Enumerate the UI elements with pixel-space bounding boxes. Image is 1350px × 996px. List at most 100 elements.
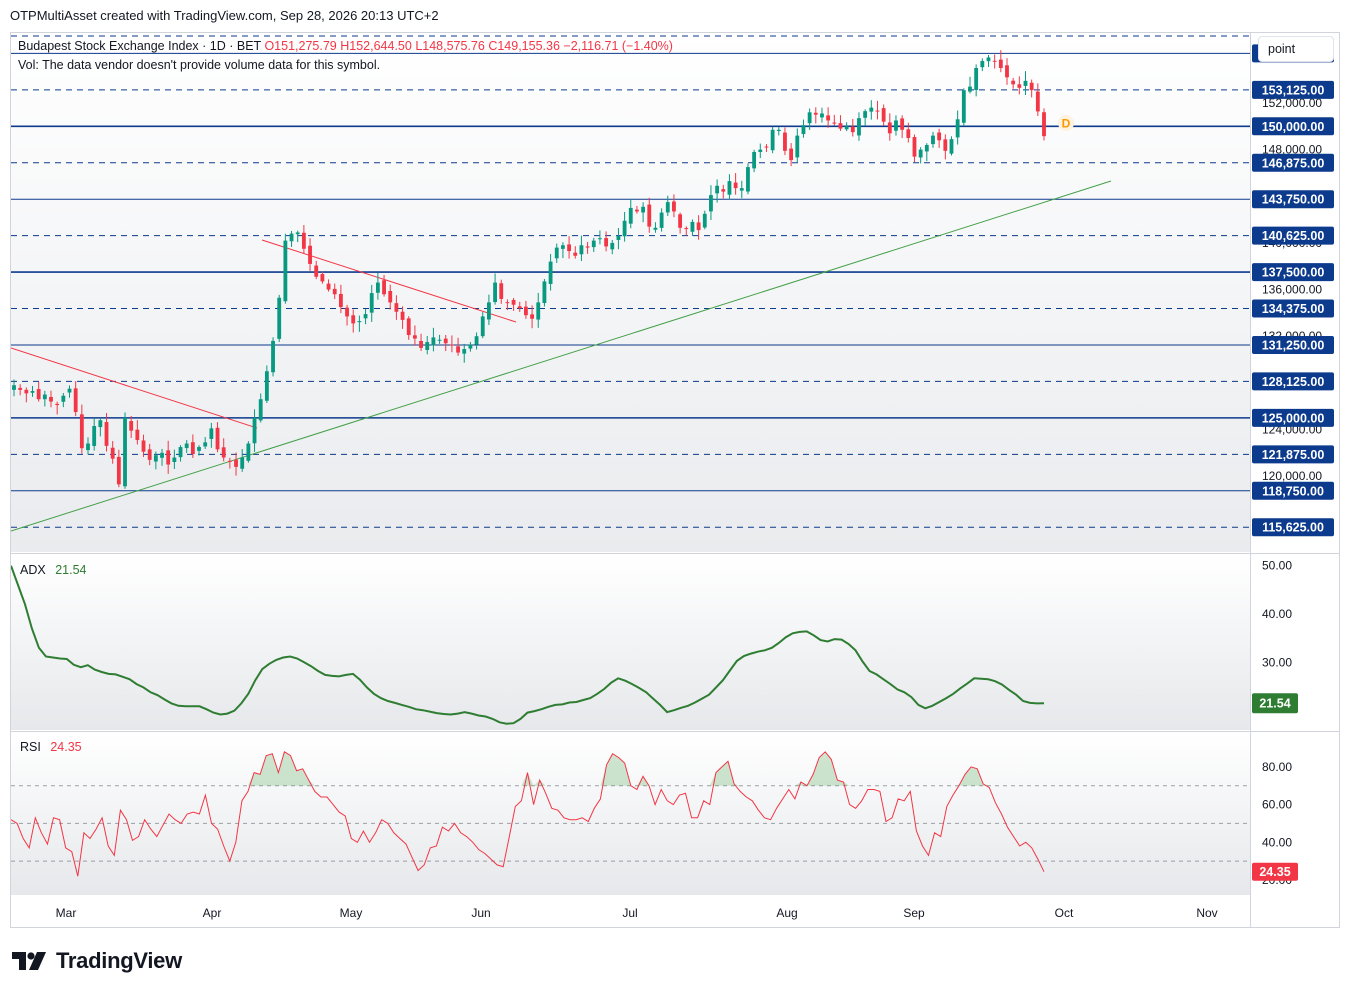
rsi-overbought-fill: [254, 772, 261, 786]
chart-attribution: OTPMultiAsset created with TradingView.c…: [10, 8, 439, 23]
rsi-last-value-box: [1252, 862, 1298, 881]
candle-body: [721, 189, 726, 192]
candle-body: [1005, 65, 1009, 78]
adx-line: [11, 565, 1045, 725]
candle-body: [1017, 84, 1022, 88]
adx-axis-tick-label: 30.00: [1262, 655, 1292, 669]
candle-body: [752, 151, 757, 169]
candle-body: [579, 245, 584, 255]
candle-body: [542, 281, 547, 304]
candle-body: [277, 297, 282, 339]
candle-body: [73, 388, 78, 413]
rsi-overbought-fill: [272, 753, 279, 786]
level-price-label: 134,375.00: [1262, 302, 1325, 316]
adx-value: 21.54: [55, 563, 87, 577]
volume-note: Vol: The data vendor doesn't provide vol…: [18, 58, 381, 72]
candle-body: [468, 344, 473, 349]
rsi-value: 24.35: [50, 740, 82, 754]
legend-high: H152,644.50: [340, 39, 412, 53]
candle-body: [172, 457, 177, 463]
candle-body: [129, 421, 134, 431]
candle-body: [598, 238, 602, 240]
trendline-falling-resistance: [11, 347, 258, 429]
candle-body: [425, 342, 430, 350]
candle-body: [197, 447, 201, 451]
rsi-overbought-fill: [843, 781, 850, 786]
candle-body: [289, 233, 294, 242]
rsi-overbought-fill: [284, 751, 291, 786]
legend-symbol: Budapest Stock Exchange Index · 1D · BET: [18, 39, 261, 53]
trendline-falling-resistance: [261, 239, 517, 323]
candle-body: [795, 135, 800, 158]
candle-body: [123, 417, 127, 487]
candle-body: [826, 115, 831, 121]
candle-body: [240, 457, 245, 469]
level-price-label-box: [1252, 299, 1334, 318]
candle-body: [739, 188, 744, 191]
candle-body: [974, 67, 979, 90]
candle-body: [548, 261, 553, 284]
dividend-marker-circle: [1058, 115, 1074, 131]
rsi-overbought-fill: [971, 766, 978, 786]
level-price-label: 140,625.00: [1262, 229, 1325, 243]
adx-legend: ADX 21.54: [20, 563, 86, 577]
candle-body: [258, 399, 263, 421]
candle-body: [493, 282, 497, 303]
candle-body: [912, 137, 917, 157]
candle-body: [511, 299, 516, 305]
candle-body: [363, 314, 368, 319]
candle-body: [591, 240, 596, 248]
candle-body: [665, 202, 670, 213]
candle-body: [585, 246, 590, 248]
candle-body: [702, 213, 707, 228]
candle-body: [110, 447, 115, 459]
level-price-label: 125,000.00: [1262, 411, 1325, 425]
candle-body: [338, 293, 343, 308]
adx-last-value-box: [1252, 693, 1298, 714]
rsi-overbought-fill: [278, 751, 285, 786]
candle-body: [400, 311, 405, 320]
level-price-label-box: [1252, 117, 1334, 136]
rsi-axis-tick-label: 40.00: [1262, 835, 1292, 849]
level-price-label-box: [1252, 80, 1334, 99]
candle-body: [326, 283, 331, 290]
rsi-axis-tick-label: 60.00: [1262, 798, 1292, 812]
time-axis-label: Jun: [471, 906, 490, 920]
candle-body: [135, 429, 140, 441]
level-price-label: 150,000.00: [1262, 120, 1325, 134]
time-axis-label: Aug: [776, 906, 797, 920]
candle-body: [789, 148, 794, 161]
rsi-overbought-fill: [302, 768, 309, 786]
price-axis-tick-label: 120,000.00: [1262, 469, 1322, 483]
chart-frame: [10, 32, 1340, 928]
candle-body: [894, 120, 898, 131]
candle-body: [653, 227, 658, 230]
candle-body: [635, 209, 639, 212]
price-axis-tick-label: 152,000.00: [1262, 96, 1322, 110]
candle-body: [104, 422, 109, 446]
candle-body: [67, 388, 72, 393]
candle-body: [160, 452, 164, 458]
candle-body: [604, 238, 609, 247]
candle-body: [678, 214, 683, 228]
candle-body: [406, 318, 411, 336]
candle-body: [696, 222, 701, 231]
candle-body: [388, 290, 393, 303]
adx-axis-tick-label: 50.00: [1262, 559, 1292, 573]
candle-body: [746, 167, 750, 192]
candle-body: [301, 232, 306, 249]
candle-body: [314, 265, 319, 277]
candle-body: [12, 385, 16, 390]
price-scale-unit-button[interactable]: point: [1258, 36, 1334, 62]
time-axis-label: Sep: [903, 906, 925, 920]
rsi-overbought-fill: [965, 766, 972, 786]
candle-body: [36, 389, 41, 400]
candle-body: [209, 428, 214, 439]
candle-body: [116, 456, 121, 485]
candle-body: [499, 283, 504, 299]
tradingview-logo-icon: [12, 952, 46, 970]
rsi-overbought-fill: [260, 755, 267, 786]
level-price-label: 146,875.00: [1262, 156, 1325, 170]
candle-body: [178, 447, 183, 458]
